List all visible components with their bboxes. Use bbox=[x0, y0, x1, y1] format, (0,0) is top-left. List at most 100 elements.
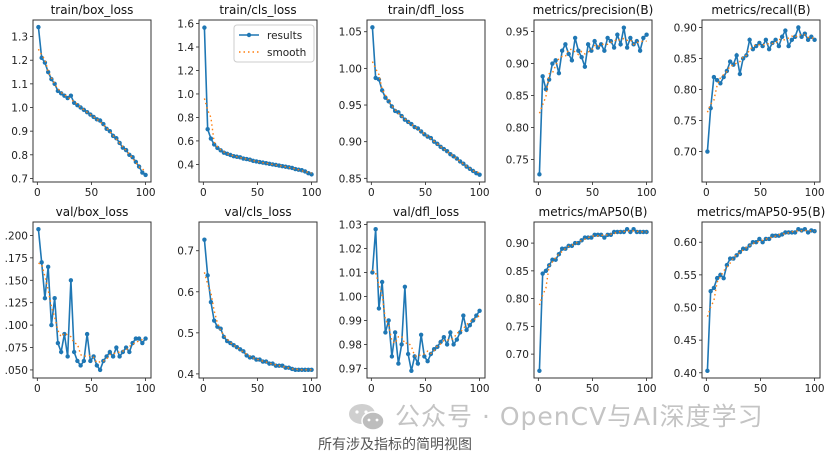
results-point bbox=[241, 349, 246, 354]
results-point bbox=[49, 322, 54, 328]
y-tick-label: 0.7 bbox=[11, 173, 28, 185]
results-point bbox=[52, 296, 57, 301]
legend-results-label: results bbox=[267, 30, 302, 42]
results-point bbox=[444, 342, 450, 347]
results-point bbox=[418, 332, 424, 337]
results-point bbox=[114, 136, 119, 141]
results-point bbox=[569, 58, 575, 63]
subplot-train-cls-loss: train/cls_loss 0.4 0.6 0.8 1.0 1.2 1.4 1.6 0 50 10… bbox=[177, 3, 321, 199]
results-point bbox=[293, 367, 298, 372]
y-tick-label: 0.90 bbox=[339, 137, 362, 149]
results-point bbox=[309, 367, 314, 372]
axes-frame bbox=[366, 221, 486, 379]
results-point bbox=[792, 230, 798, 235]
results-point bbox=[228, 340, 233, 346]
results-point bbox=[422, 354, 427, 359]
subplot-title: metrics/mAP50(B) bbox=[539, 205, 648, 219]
y-tick-label: 1.0 bbox=[11, 103, 28, 115]
x-tick-label: 50 bbox=[251, 383, 264, 395]
results-point bbox=[537, 368, 542, 373]
results-point bbox=[75, 358, 80, 364]
x-tick-label: 50 bbox=[754, 383, 767, 395]
results-point bbox=[747, 37, 752, 43]
results-point bbox=[718, 81, 723, 86]
results-point bbox=[117, 354, 122, 359]
y-tick-label: 0.7 bbox=[177, 246, 194, 258]
axes-frame bbox=[32, 19, 152, 183]
results-line bbox=[706, 25, 816, 152]
results-point bbox=[644, 32, 649, 37]
results-point bbox=[550, 257, 555, 262]
results-point bbox=[412, 354, 417, 359]
results-point bbox=[58, 349, 64, 355]
subplot-val-box-loss: val/box_loss .050 .075 .100 .125 .150 .175 .200… bbox=[5, 205, 156, 395]
x-tick-label: 0 bbox=[34, 383, 41, 395]
results-point bbox=[556, 70, 562, 76]
results-point bbox=[123, 147, 129, 153]
results-point bbox=[211, 142, 217, 147]
x-tick-label: 100 bbox=[136, 383, 156, 395]
results-point bbox=[786, 43, 791, 49]
results-point bbox=[641, 35, 646, 41]
results-point bbox=[425, 359, 430, 364]
results-point bbox=[438, 339, 443, 345]
results-point bbox=[766, 46, 772, 52]
y-tick-label: 0.80 bbox=[506, 123, 529, 135]
results-point bbox=[467, 323, 473, 328]
y-tick-label: .150 bbox=[5, 275, 28, 287]
subplot-title: val/box_loss bbox=[56, 205, 129, 219]
x-tick-label: 50 bbox=[85, 187, 98, 199]
results-point bbox=[91, 354, 96, 359]
y-tick-label: 1.2 bbox=[177, 65, 194, 77]
results-line bbox=[706, 228, 815, 371]
axes-frame bbox=[32, 221, 152, 379]
results-point bbox=[431, 347, 437, 352]
results-point bbox=[737, 249, 743, 255]
y-tick-label: 0.70 bbox=[506, 349, 529, 361]
results-point bbox=[721, 275, 726, 281]
results-point bbox=[714, 275, 720, 281]
results-point bbox=[727, 59, 733, 64]
results-point bbox=[68, 278, 74, 283]
results-point bbox=[405, 351, 411, 357]
results-point bbox=[448, 330, 453, 335]
x-tick-label: 0 bbox=[368, 383, 375, 395]
subplot-train-box-loss: train/box_loss 0.7 0.8 0.9 1.0 1.1 1.2 1.3 0 50 10… bbox=[11, 3, 155, 199]
results-point bbox=[94, 363, 100, 368]
y-tick-label: 0.98 bbox=[339, 339, 362, 351]
results-point bbox=[306, 367, 311, 372]
y-tick-label: 1.3 bbox=[11, 32, 28, 44]
results-point bbox=[543, 86, 549, 92]
results-point bbox=[65, 354, 70, 359]
results-point bbox=[143, 336, 148, 341]
results-point bbox=[84, 331, 90, 337]
y-tick-label: 1.02 bbox=[339, 243, 362, 255]
results-point bbox=[97, 367, 103, 373]
results-point bbox=[605, 35, 610, 41]
results-point bbox=[796, 25, 801, 30]
results-point bbox=[441, 335, 447, 340]
results-point bbox=[585, 42, 591, 47]
y-tick-label: 1.00 bbox=[339, 63, 362, 75]
watermark: 公众号 · OpenCV与AI深度学习 bbox=[395, 402, 764, 431]
results-point bbox=[110, 354, 116, 359]
x-tick-label: 50 bbox=[586, 187, 599, 199]
results-point bbox=[773, 37, 778, 43]
subplot-title: metrics/mAP50-95(B) bbox=[697, 205, 826, 219]
legend-results-marker bbox=[246, 32, 252, 38]
y-tick-label: 0.85 bbox=[506, 266, 529, 278]
subplot-title: train/cls_loss bbox=[219, 3, 296, 17]
results-point bbox=[537, 172, 542, 177]
results-point bbox=[254, 159, 259, 164]
results-point bbox=[241, 156, 246, 161]
smooth-line bbox=[706, 229, 815, 317]
results-point bbox=[576, 240, 581, 246]
results-point bbox=[202, 25, 207, 30]
results-line bbox=[203, 239, 312, 371]
results-line bbox=[538, 228, 647, 371]
results-point bbox=[611, 45, 617, 50]
results-point bbox=[711, 285, 717, 291]
results-point bbox=[714, 78, 720, 83]
x-tick-label: 100 bbox=[470, 187, 490, 199]
y-tick-label: 0.60 bbox=[674, 237, 697, 249]
